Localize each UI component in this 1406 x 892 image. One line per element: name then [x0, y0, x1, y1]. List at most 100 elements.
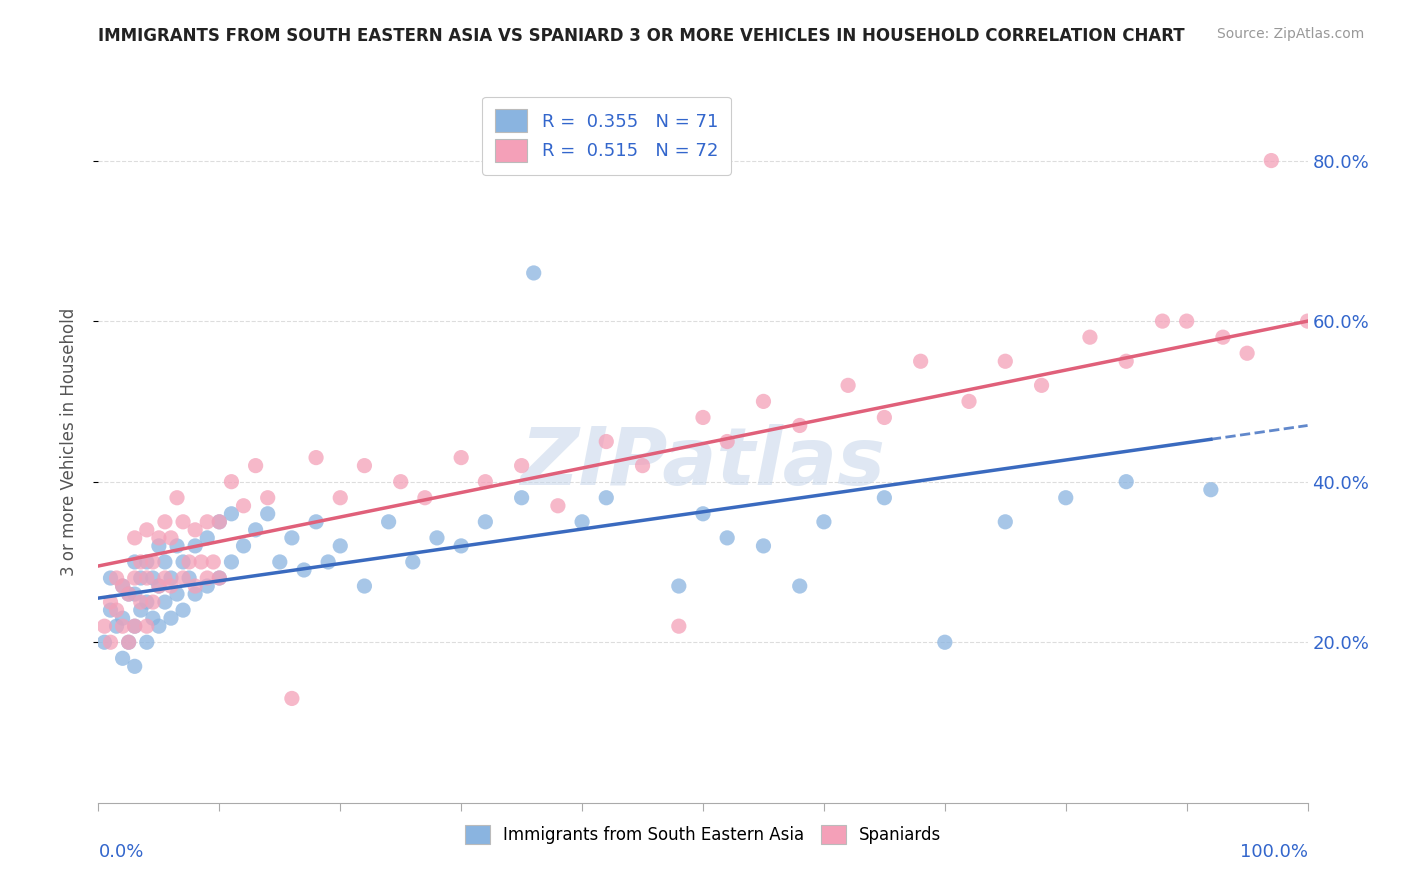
Point: [692, 507, 714, 521]
Point: [1175, 314, 1198, 328]
Point: [129, 555, 152, 569]
Point: [281, 691, 304, 706]
Point: [179, 555, 201, 569]
Point: [1296, 314, 1319, 328]
Point: [184, 587, 207, 601]
Point: [813, 515, 835, 529]
Point: [135, 595, 157, 609]
Point: [195, 579, 218, 593]
Point: [111, 579, 134, 593]
Point: [184, 539, 207, 553]
Point: [111, 651, 134, 665]
Point: [716, 434, 738, 449]
Point: [208, 515, 231, 529]
Point: [245, 523, 267, 537]
Point: [316, 555, 339, 569]
Point: [172, 571, 194, 585]
Point: [124, 619, 146, 633]
Point: [474, 515, 496, 529]
Point: [142, 595, 165, 609]
Point: [789, 418, 811, 433]
Point: [118, 635, 141, 649]
Point: [752, 539, 775, 553]
Point: [160, 611, 183, 625]
Point: [129, 603, 152, 617]
Point: [93, 619, 115, 633]
Point: [389, 475, 412, 489]
Point: [377, 515, 399, 529]
Point: [105, 603, 128, 617]
Point: [100, 603, 122, 617]
Point: [221, 475, 243, 489]
Text: 0.0%: 0.0%: [98, 843, 143, 861]
Point: [510, 491, 533, 505]
Point: [1115, 475, 1137, 489]
Point: [166, 491, 188, 505]
Point: [190, 555, 212, 569]
Point: [256, 507, 278, 521]
Point: [148, 579, 170, 593]
Point: [105, 619, 128, 633]
Point: [148, 579, 170, 593]
Point: [111, 579, 134, 593]
Point: [184, 523, 207, 537]
Point: [118, 635, 141, 649]
Point: [281, 531, 304, 545]
Point: [402, 555, 425, 569]
Point: [195, 515, 218, 529]
Point: [153, 555, 176, 569]
Point: [873, 491, 896, 505]
Point: [129, 571, 152, 585]
Point: [1260, 153, 1282, 168]
Point: [1212, 330, 1234, 344]
Point: [153, 595, 176, 609]
Point: [111, 619, 134, 633]
Point: [135, 571, 157, 585]
Point: [957, 394, 980, 409]
Point: [166, 587, 188, 601]
Point: [148, 619, 170, 633]
Point: [172, 515, 194, 529]
Point: [195, 531, 218, 545]
Point: [221, 555, 243, 569]
Point: [668, 579, 690, 593]
Point: [111, 611, 134, 625]
Point: [160, 531, 183, 545]
Point: [510, 458, 533, 473]
Point: [153, 515, 176, 529]
Point: [329, 539, 352, 553]
Point: [305, 515, 328, 529]
Point: [668, 619, 690, 633]
Point: [160, 579, 183, 593]
Point: [135, 523, 157, 537]
Point: [100, 571, 122, 585]
Point: [426, 531, 449, 545]
Point: [450, 450, 472, 465]
Point: [142, 611, 165, 625]
Point: [148, 539, 170, 553]
Point: [1152, 314, 1174, 328]
Point: [124, 587, 146, 601]
Point: [305, 450, 328, 465]
Point: [179, 571, 201, 585]
Point: [100, 595, 122, 609]
Point: [172, 555, 194, 569]
Text: 100.0%: 100.0%: [1240, 843, 1308, 861]
Point: [245, 458, 267, 473]
Point: [269, 555, 291, 569]
Point: [1054, 491, 1077, 505]
Point: [910, 354, 932, 368]
Point: [789, 579, 811, 593]
Text: IMMIGRANTS FROM SOUTH EASTERN ASIA VS SPANIARD 3 OR MORE VEHICLES IN HOUSEHOLD C: IMMIGRANTS FROM SOUTH EASTERN ASIA VS SP…: [98, 27, 1185, 45]
Point: [353, 458, 375, 473]
Point: [752, 394, 775, 409]
Point: [148, 531, 170, 545]
Point: [160, 571, 183, 585]
Point: [124, 555, 146, 569]
Point: [124, 659, 146, 673]
Point: [208, 571, 231, 585]
Point: [142, 555, 165, 569]
Point: [571, 515, 593, 529]
Point: [413, 491, 436, 505]
Point: [124, 571, 146, 585]
